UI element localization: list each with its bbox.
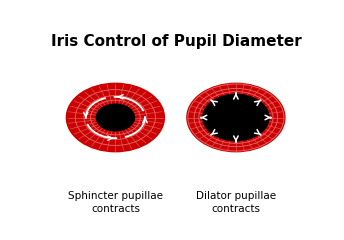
Text: Dilator pupillae
contracts: Dilator pupillae contracts — [196, 191, 276, 214]
Circle shape — [203, 94, 269, 141]
Text: Sphincter pupillae
contracts: Sphincter pupillae contracts — [68, 191, 163, 214]
Circle shape — [66, 83, 164, 152]
Text: Iris Control of Pupil Diameter: Iris Control of Pupil Diameter — [51, 34, 302, 49]
Circle shape — [96, 104, 135, 131]
Circle shape — [187, 83, 285, 152]
